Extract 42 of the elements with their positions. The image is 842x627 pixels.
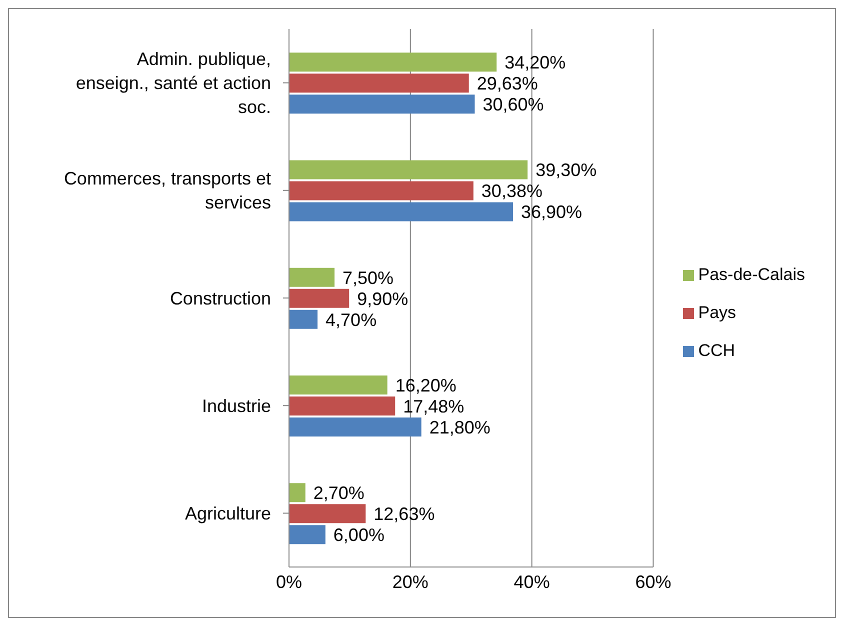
bar [289, 483, 306, 502]
data-label: 30,60% [482, 94, 544, 115]
data-label: 39,30% [536, 160, 597, 180]
data-label: 34,20% [504, 52, 566, 73]
data-label: 2,70% [313, 482, 364, 503]
bar [289, 52, 497, 72]
data-label: 6,00% [333, 524, 384, 545]
bar [289, 504, 366, 524]
legend-label: CCH [698, 341, 736, 360]
data-label: 36,90% [521, 202, 582, 222]
data-label: 17,48% [403, 396, 464, 416]
data-label: 21,80% [429, 417, 490, 438]
y-tick-label: Industrie [202, 396, 271, 416]
y-tick-label: Commerces, transports et services [64, 168, 271, 213]
data-label: 29,63% [476, 74, 538, 94]
bar [289, 375, 388, 394]
bar [289, 202, 514, 222]
y-tick-label: Admin. publique, enseign., santé et action soc. [76, 49, 271, 118]
bar [289, 94, 475, 114]
y-tick-label: Agriculture [184, 504, 271, 524]
y-tick-label: Construction [170, 288, 271, 308]
bar [289, 160, 528, 180]
bar [289, 396, 396, 416]
bar [289, 310, 318, 329]
x-tick-label: 20% [392, 572, 428, 592]
bar [289, 181, 474, 200]
data-label: 9,90% [357, 288, 408, 309]
bar [289, 288, 350, 308]
data-label: 16,20% [395, 375, 456, 396]
data-label: 7,50% [342, 268, 394, 288]
x-tick-label: 40% [514, 572, 550, 592]
x-tick-label: 0% [276, 572, 302, 592]
bar [289, 74, 469, 93]
bar [289, 268, 335, 287]
x-tick-label: 60% [635, 572, 672, 592]
bar [289, 417, 422, 436]
legend-label: Pays [698, 303, 736, 322]
bar [289, 525, 326, 544]
data-label: 4,70% [326, 310, 377, 330]
data-label: 12,63% [374, 504, 435, 524]
legend-label: Pas-de-Calais [698, 265, 805, 284]
data-label: 30,38% [481, 181, 542, 202]
